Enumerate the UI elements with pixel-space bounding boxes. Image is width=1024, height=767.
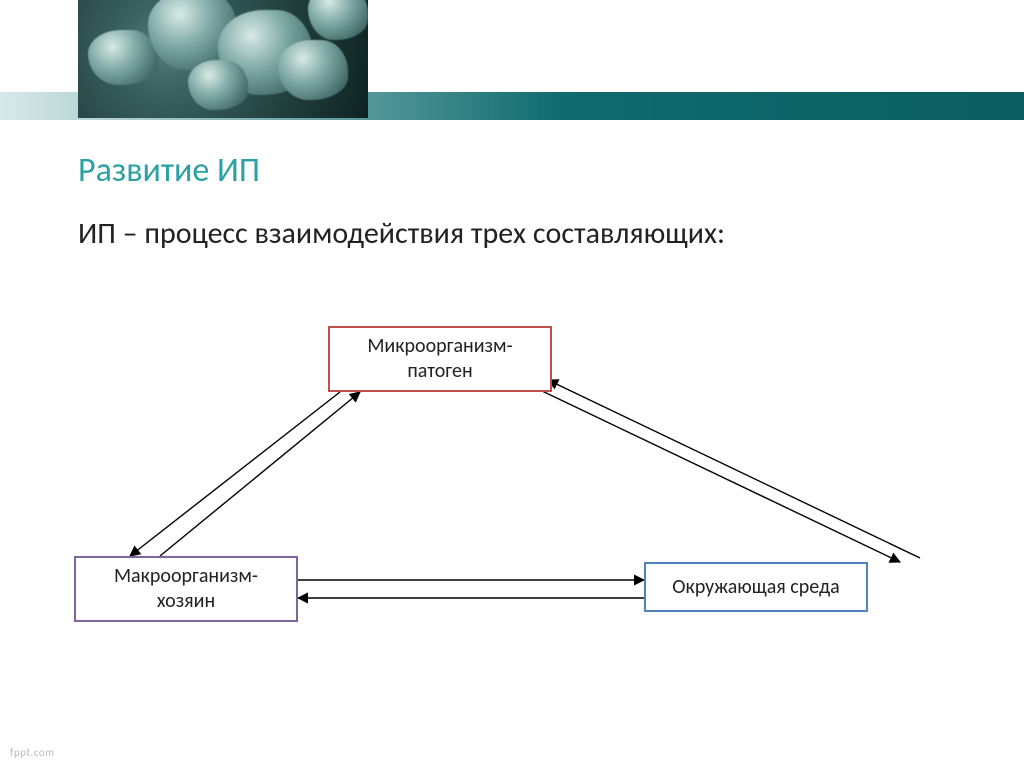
node-host: Макроорганизм- хозяин [74,556,298,622]
watermark: fppt.com [10,746,54,759]
node-pathogen: Микроорганизм- патоген [328,326,552,392]
slide-subtitle: ИП – процесс взаимодействия трех составл… [78,215,725,252]
header-microscopy-image [78,0,368,118]
slide-title: Развитие ИП [78,150,260,191]
node-environment: Окружающая среда [644,562,868,612]
